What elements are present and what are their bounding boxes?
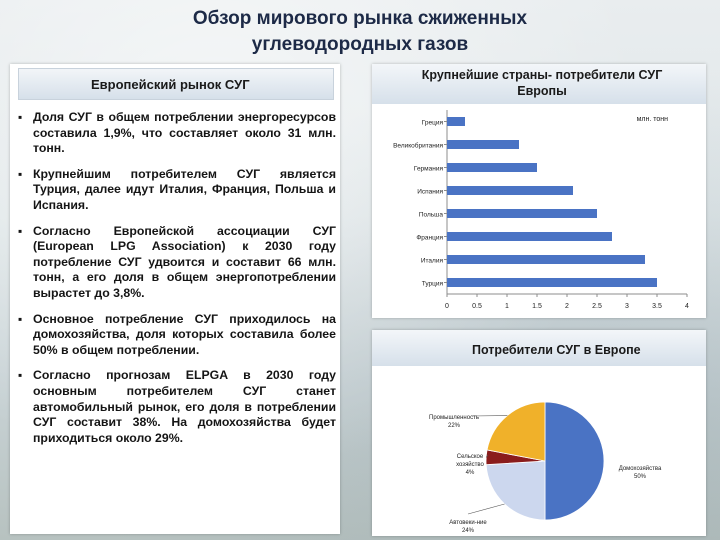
x-tick-label: 0: [445, 303, 449, 310]
category-label: Германия: [414, 166, 444, 173]
bar-chart-header: Крупнейшие страны- потребители СУГ Европ…: [372, 64, 706, 104]
pie-slice: [486, 401, 546, 462]
slice-label: Автовеки-ние: [449, 520, 487, 526]
bullet-list: Доля СУГ в общем потреблении энергоресур…: [18, 110, 336, 456]
category-label: Турция: [422, 281, 444, 288]
pie-chart-panel: Потребители СУГ в Европе Домохозяйства 50…: [372, 330, 706, 536]
bar-chart-title-line2: Европы: [517, 84, 567, 98]
bar-chart-title: Крупнейшие страны- потребители СУГ Европ…: [392, 67, 692, 99]
x-tick-label: 1: [505, 303, 509, 310]
x-tick-label: 2: [565, 303, 569, 310]
pie-chart: Домохозяйства 50% Автовеки-ние 24% Сельскоех…: [429, 401, 662, 534]
bullet-item: Согласно Европейской ассоциации СУГ (Eur…: [18, 224, 336, 302]
slice-percent-label: 24%: [462, 528, 475, 534]
bar-chart-panel: Крупнейшие страны- потребители СУГ Европ…: [372, 64, 706, 318]
slice-label: Промышленность: [429, 415, 479, 421]
pie-chart-title: Потребители СУГ в Европе: [472, 343, 641, 357]
x-tick-label: 2.5: [592, 303, 602, 310]
category-label: Франция: [416, 235, 443, 242]
bullet-item: Доля СУГ в общем потреблении энергоресур…: [18, 110, 336, 157]
bullet-item: Основное потребление СУГ приходилось на …: [18, 312, 336, 359]
slice-label: хозяйство: [456, 461, 484, 468]
category-label: Великобритания: [393, 142, 443, 150]
category-label: Греция: [422, 120, 444, 127]
bar: [447, 209, 597, 218]
slice-percent-label: 22%: [448, 423, 461, 429]
x-tick-label: 3.5: [652, 303, 662, 310]
european-market-panel: Европейский рынок СУГ Доля СУГ в общем п…: [10, 64, 340, 534]
pie-slice: [544, 401, 605, 521]
x-tick-label: 3: [625, 303, 629, 310]
x-tick-label: 0.5: [472, 303, 482, 310]
european-market-header: Европейский рынок СУГ: [18, 68, 334, 100]
bullet-item: Согласно прогнозам ELPGA в 2030 году осн…: [18, 368, 336, 446]
bar: [447, 278, 657, 287]
bullet-item: Крупнейшим потребителем СУГ является Тур…: [18, 167, 336, 214]
leader-line: [485, 454, 489, 458]
unit-label: млн. тонн: [637, 116, 669, 123]
bar-chart: Греция Великобритания Германия Испания Польш…: [393, 110, 689, 310]
x-tick-label: 4: [685, 303, 689, 310]
slide-title: Обзор мирового рынка сжиженных углеводор…: [90, 6, 630, 58]
x-tick-label: 1.5: [532, 303, 542, 310]
category-label: Испания: [417, 189, 443, 196]
bar-chart-title-line1: Крупнейшие страны- потребители СУГ: [421, 68, 663, 82]
leader-line: [467, 503, 505, 515]
pie-chart-header: Потребители СУГ в Европе: [372, 330, 706, 366]
slide-title-line2: углеводородных газов: [251, 34, 469, 55]
category-label: Италия: [421, 258, 444, 265]
european-market-heading: Европейский рынок СУГ: [91, 77, 250, 92]
pie-slice: [485, 460, 546, 521]
slice-percent-label: 50%: [634, 474, 647, 480]
slice-label: Домохозяйства: [619, 465, 662, 472]
category-label: Польша: [419, 212, 444, 219]
bar: [447, 186, 573, 195]
bar: [447, 163, 537, 172]
slide-title-line1: Обзор мирового рынка сжиженных: [192, 8, 528, 29]
bar: [447, 232, 612, 241]
bar: [447, 140, 519, 149]
slice-label: Сельское: [457, 454, 484, 460]
bar: [447, 117, 465, 126]
bar: [447, 255, 645, 264]
slice-percent-label: 4%: [466, 470, 475, 476]
